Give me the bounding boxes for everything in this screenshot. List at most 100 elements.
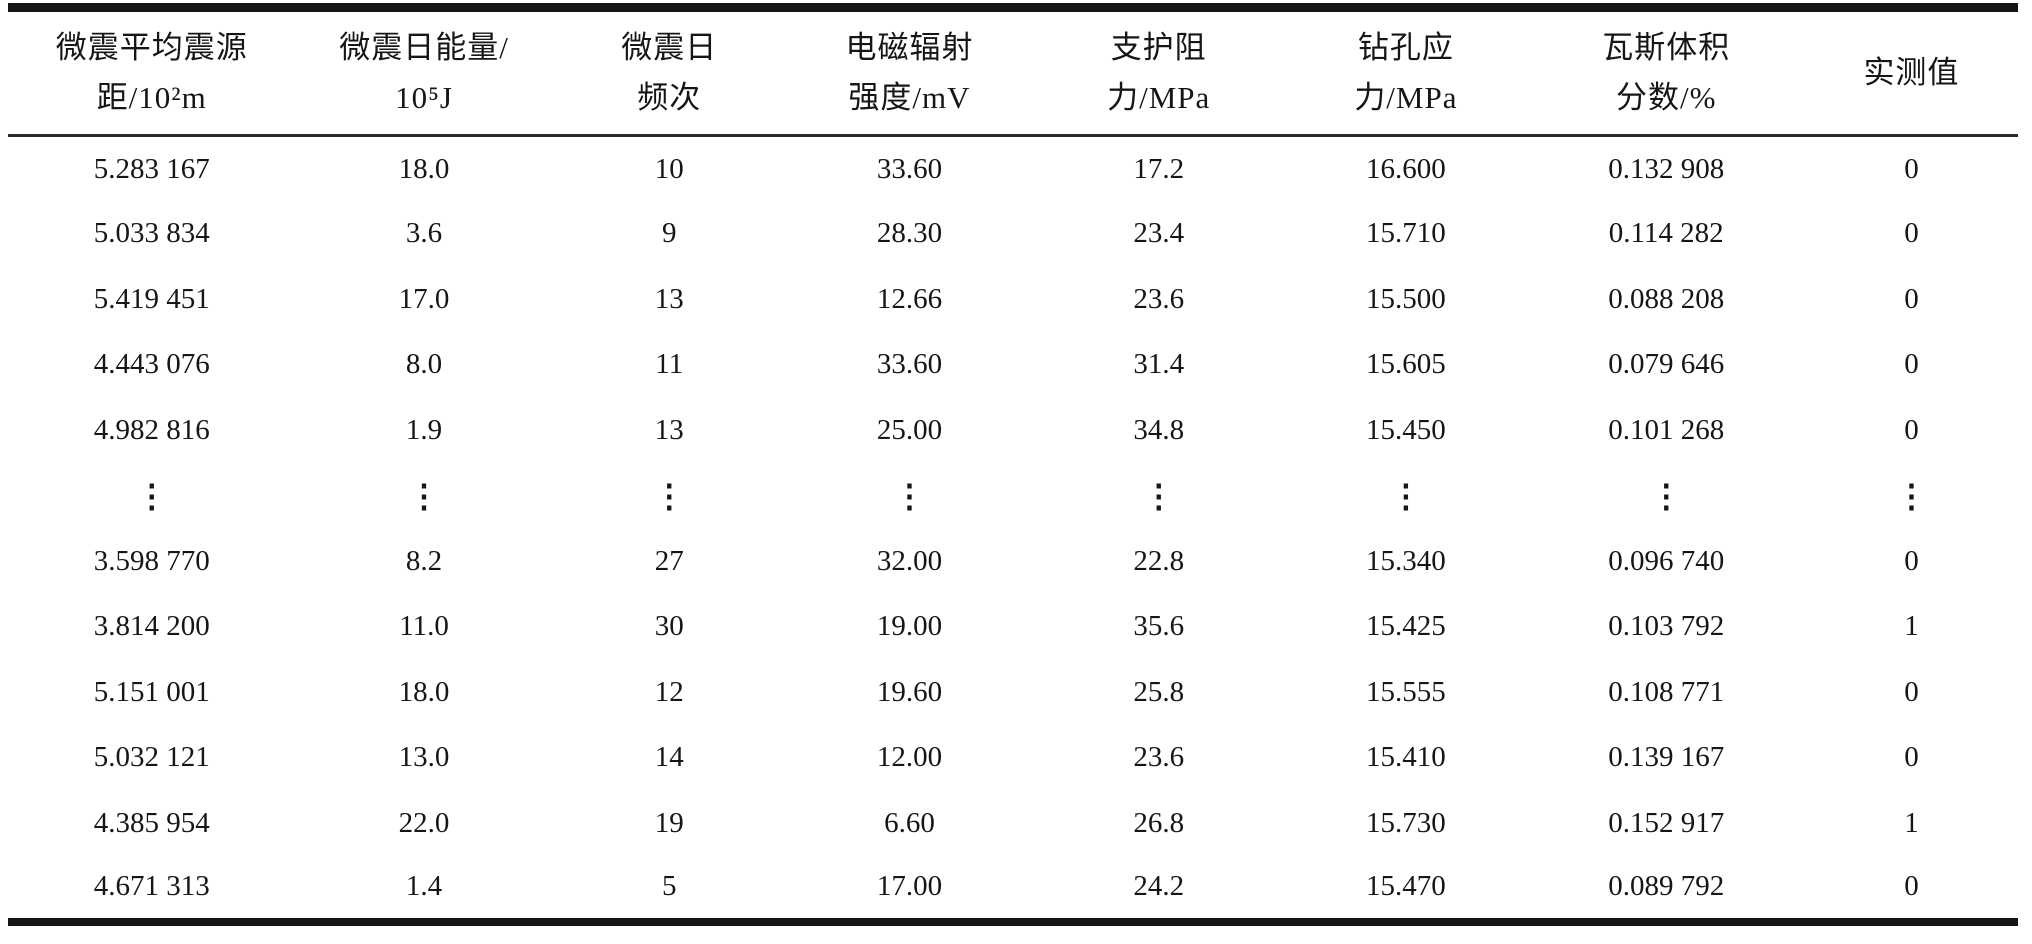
table-cell: 5.151 001 [93, 675, 210, 708]
table-cell: 15.605 [1366, 348, 1446, 381]
ellipsis-cell: ⋮ [1142, 477, 1175, 514]
table-cell: 5.419 451 [93, 282, 210, 315]
column-header-line1: 瓦斯体积 [1602, 30, 1731, 65]
table-cell: 15.425 [1366, 610, 1446, 643]
table-cell: 23.6 [1133, 282, 1185, 315]
table-cell: 23.4 [1133, 217, 1185, 250]
table-row: 5.151 001 18.0 12 19.60 25.8 15.555 0.108 771 0 [8, 660, 2018, 726]
table-cell: 5 [662, 870, 677, 903]
table-header: 微震平均震源 距/10²m 微震日能量/ 10⁵J 微震日 频次 电磁辐射 强度… [8, 7, 2018, 137]
table-cell: 14 [654, 741, 684, 774]
table-cell: 19 [654, 806, 684, 839]
table-cell: 12.00 [876, 741, 943, 774]
table-cell: 18.0 [398, 675, 450, 708]
table-cell: 33.60 [876, 348, 943, 381]
table-cell: 0.089 792 [1608, 870, 1725, 903]
table-cell: 24.2 [1133, 870, 1185, 903]
table-cell: 23.6 [1133, 741, 1185, 774]
table-cell: 0 [1904, 348, 1919, 381]
table-cell: 0 [1904, 741, 1919, 774]
table-cell: 15.470 [1366, 870, 1446, 903]
table-cell: 0 [1904, 870, 1919, 903]
table-cell: 13 [654, 413, 684, 446]
column-header-microseismic-daily-energy: 微震日能量/ 10⁵J [295, 7, 553, 137]
table-cell: 25.00 [876, 413, 943, 446]
column-header-line2: 力/MPa [1107, 80, 1211, 115]
table-cell: 30 [654, 610, 684, 643]
table-cell: 1.4 [405, 870, 443, 903]
table-cell: 15.710 [1366, 217, 1446, 250]
table-cell: 1 [1904, 610, 1919, 643]
ellipsis-cell: ⋮ [1895, 477, 1928, 514]
table-cell: 13 [654, 282, 684, 315]
column-header-line2: 强度/mV [848, 80, 971, 115]
table-cell: 10 [654, 152, 684, 185]
table-cell: 0.101 268 [1608, 413, 1725, 446]
table-row: 5.033 834 3.6 9 28.30 23.4 15.710 0.114 282 0 [8, 201, 2018, 267]
table-cell: 33.60 [876, 152, 943, 185]
table-cell: 28.30 [876, 217, 943, 250]
table-cell: 17.2 [1133, 152, 1185, 185]
ellipsis-row: ⋮ ⋮ ⋮ ⋮ ⋮ ⋮ ⋮ ⋮ [8, 463, 2018, 529]
table-cell: 9 [662, 217, 677, 250]
column-header-microseismic-daily-frequency: 微震日 频次 [552, 7, 786, 137]
column-header-em-radiation-intensity: 电磁辐射 强度/mV [785, 7, 1034, 137]
table-cell: 4.385 954 [93, 806, 210, 839]
table-row: 3.598 770 8.2 27 32.00 22.8 15.340 0.096 740 0 [8, 529, 2018, 595]
column-header-gas-volume-fraction: 瓦斯体积 分数/% [1527, 7, 1805, 137]
column-header-line2: 10⁵J [395, 80, 453, 115]
table-cell: 17.00 [876, 870, 943, 903]
table-cell: 16.600 [1366, 152, 1446, 185]
column-header-line1: 微震日 [621, 30, 718, 65]
table-cell: 27 [654, 544, 684, 577]
table-cell: 8.2 [405, 544, 443, 577]
table-row: 4.982 816 1.9 13 25.00 34.8 15.450 0.101 268 0 [8, 398, 2018, 464]
table-cell: 5.283 167 [93, 152, 210, 185]
table-cell: 4.443 076 [93, 348, 210, 381]
table-row: 4.671 313 1.4 5 17.00 24.2 15.470 0.089 792 0 [8, 856, 2018, 922]
table-row: 5.283 167 18.0 10 33.60 17.2 16.600 0.132 908 0 [8, 136, 2018, 202]
column-header-line1: 微震平均震源 [55, 30, 248, 65]
table-cell: 0 [1904, 217, 1919, 250]
ellipsis-cell: ⋮ [408, 477, 441, 514]
table-cell: 0.139 167 [1608, 741, 1725, 774]
table-cell: 6.60 [884, 806, 935, 839]
table-cell: 0.114 282 [1608, 217, 1724, 250]
table-cell: 0 [1904, 282, 1919, 315]
table-cell: 31.4 [1133, 348, 1185, 381]
table-row: 5.419 451 17.0 13 12.66 23.6 15.500 0.088 208 0 [8, 267, 2018, 333]
table-cell: 0.132 908 [1608, 152, 1725, 185]
table-cell: 22.0 [398, 806, 450, 839]
table-cell: 11 [655, 348, 684, 381]
column-header-microseismic-avg-source-distance: 微震平均震源 距/10²m [8, 7, 296, 137]
table-cell: 19.60 [876, 675, 943, 708]
table-cell: 0.096 740 [1608, 544, 1725, 577]
ellipsis-cell: ⋮ [653, 477, 686, 514]
table-cell: 17.0 [398, 282, 450, 315]
table-row: 4.443 076 8.0 11 33.60 31.4 15.605 0.079 646 0 [8, 332, 2018, 398]
table-cell: 0.108 771 [1608, 675, 1725, 708]
table-cell: 0.152 917 [1608, 806, 1725, 839]
table-cell: 0 [1904, 152, 1919, 185]
table-cell: 4.982 816 [93, 413, 210, 446]
column-header-borehole-stress: 钻孔应 力/MPa [1284, 7, 1528, 137]
column-header-line1: 电磁辐射 [845, 30, 974, 65]
table-body: 5.283 167 18.0 10 33.60 17.2 16.600 0.132 908 0… [8, 136, 2018, 922]
table-cell: 15.450 [1366, 413, 1446, 446]
table-cell: 11.0 [399, 610, 449, 643]
table-cell: 3.6 [405, 217, 443, 250]
table-cell: 5.033 834 [93, 217, 210, 250]
column-header-line1: 钻孔应 [1357, 30, 1454, 65]
ellipsis-cell: ⋮ [893, 477, 926, 514]
column-header-line1: 微震日能量/ [339, 30, 509, 65]
table-cell: 0.103 792 [1608, 610, 1725, 643]
table-cell: 12 [654, 675, 684, 708]
column-header-support-resistance: 支护阻 力/MPa [1033, 7, 1285, 137]
column-header-line2: 分数/% [1615, 80, 1717, 115]
table-cell: 3.814 200 [93, 610, 210, 643]
table-cell: 5.032 121 [93, 741, 210, 774]
table-cell: 18.0 [398, 152, 450, 185]
table-cell: 0 [1904, 675, 1919, 708]
column-header-line1: 实测值 [1863, 55, 1960, 90]
